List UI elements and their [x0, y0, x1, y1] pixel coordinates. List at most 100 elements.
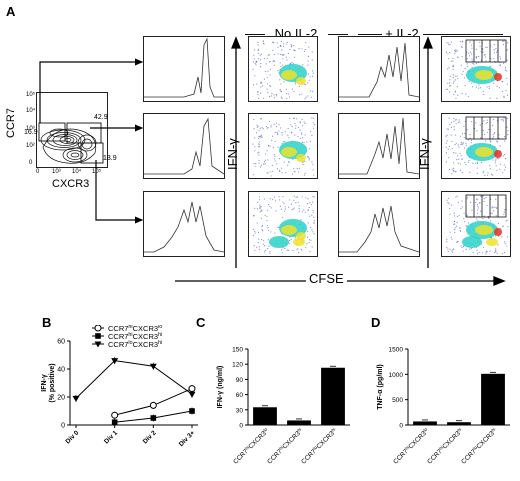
dot — [252, 228, 254, 231]
dot — [266, 57, 268, 59]
dot — [283, 43, 285, 45]
dot — [257, 91, 259, 93]
dot — [462, 250, 464, 252]
dot — [445, 161, 448, 163]
dot — [266, 88, 268, 90]
dot — [496, 169, 498, 171]
dot — [294, 50, 296, 52]
dot — [499, 145, 501, 147]
dot — [499, 56, 501, 58]
dot — [468, 159, 470, 162]
dot — [293, 168, 295, 170]
dot — [312, 209, 314, 212]
dot — [445, 146, 447, 148]
dot — [267, 91, 269, 93]
dot — [498, 235, 500, 237]
dot — [312, 169, 314, 171]
dot — [312, 75, 314, 77]
dot — [503, 96, 505, 98]
dot — [486, 131, 488, 133]
dot — [506, 94, 509, 96]
dot — [311, 161, 313, 163]
dot — [301, 133, 303, 135]
dot — [457, 162, 459, 164]
chart-b-legend-label: CCR7loCXCR3hi — [108, 340, 162, 349]
dot — [269, 60, 271, 63]
dot — [454, 91, 456, 93]
dot — [475, 48, 477, 51]
chart-b-point — [188, 391, 196, 398]
dot — [279, 89, 281, 91]
dot — [448, 44, 450, 46]
dot — [285, 172, 287, 174]
dot — [463, 217, 465, 220]
dot — [490, 140, 492, 142]
dot — [467, 95, 469, 98]
dot — [300, 219, 302, 221]
dot — [311, 246, 313, 248]
dot — [312, 211, 314, 214]
dot — [253, 58, 255, 60]
dot — [475, 122, 477, 124]
dot — [453, 220, 456, 223]
dot — [311, 117, 313, 119]
dot — [454, 229, 456, 231]
dot — [504, 68, 506, 70]
dot — [447, 148, 449, 150]
dot — [460, 64, 462, 66]
dot — [311, 229, 313, 231]
dot — [292, 117, 295, 120]
dot — [258, 248, 260, 251]
dot — [449, 75, 451, 77]
dot — [271, 198, 274, 201]
chart-d-y-label: TNF-α (pg/ml) — [377, 364, 384, 410]
dot — [507, 130, 509, 132]
dot — [297, 126, 300, 128]
dot — [448, 203, 450, 205]
dot — [273, 53, 275, 56]
chart-c-y-tick-label: 0 — [239, 423, 243, 430]
dot — [495, 48, 497, 50]
dot — [476, 167, 478, 169]
dot — [472, 252, 474, 254]
ifng-dot-plot — [441, 36, 511, 102]
dot — [313, 220, 316, 222]
gate-value-1: 16.9 — [24, 129, 38, 136]
ifng-dot-plot — [248, 113, 318, 179]
chart-b-y-label-sub: (% positive) — [49, 363, 56, 402]
dot — [254, 249, 256, 251]
dot — [307, 209, 309, 211]
dot — [253, 49, 256, 51]
dot — [507, 134, 509, 136]
chart-d-category-label: CCR7hiCXCR3lo — [391, 426, 431, 466]
dot — [312, 72, 314, 74]
dot — [506, 77, 508, 79]
dot — [260, 63, 262, 65]
dot — [501, 252, 503, 255]
dot — [455, 196, 457, 198]
dot — [290, 46, 293, 48]
dot — [446, 199, 448, 201]
dot — [483, 133, 486, 135]
dot — [254, 165, 256, 167]
dot — [270, 175, 272, 177]
dot — [480, 195, 482, 197]
dot — [445, 152, 448, 154]
dot — [282, 141, 284, 143]
dot — [492, 124, 494, 127]
dot — [282, 247, 284, 249]
dot — [457, 56, 459, 58]
dot — [282, 64, 284, 66]
dot — [483, 170, 485, 173]
dot — [301, 137, 304, 139]
dot — [487, 174, 489, 176]
dot — [266, 172, 268, 174]
dot — [284, 210, 286, 212]
dot — [495, 215, 497, 217]
dot — [267, 54, 269, 56]
dot — [470, 44, 473, 46]
dot — [489, 168, 491, 170]
dot — [311, 91, 314, 93]
dot — [253, 215, 255, 217]
dot — [312, 174, 315, 176]
